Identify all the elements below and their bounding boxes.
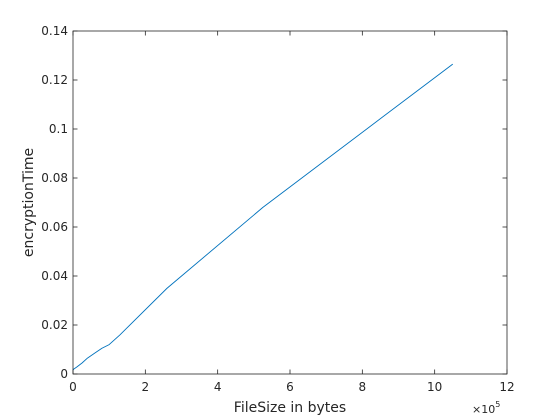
y-tick-label: 0.04 <box>41 269 68 283</box>
x-axis-exponent-base: ×10 <box>472 403 495 416</box>
x-tick-label: 4 <box>214 380 222 394</box>
x-tick-label: 0 <box>69 380 77 394</box>
y-axis-label: encryptionTime <box>21 148 37 257</box>
series-line <box>72 63 454 371</box>
y-tick-label: 0.1 <box>49 122 68 136</box>
plot-frame <box>72 30 508 375</box>
x-axis-exponent: ×105 <box>472 400 500 416</box>
x-axis-exponent-power: 5 <box>495 400 500 409</box>
y-tick-label: 0.02 <box>41 318 68 332</box>
x-tick-label: 8 <box>359 380 367 394</box>
x-axis-label: FileSize in bytes <box>234 400 346 416</box>
x-tick-label: 2 <box>142 380 150 394</box>
y-tick-label: 0.14 <box>41 24 68 38</box>
ticks-layer: 0 2 4 6 8 10 12 0 0.02 0.04 0.06 0.08 0.1 0.12 0.14 <box>41 24 514 394</box>
y-tick-label: 0.12 <box>41 73 68 87</box>
x-tick-label: 6 <box>286 380 294 394</box>
series-layer <box>72 63 454 371</box>
y-tick-label: 0 <box>60 367 68 381</box>
plot-background <box>73 31 507 374</box>
y-tick-label: 0.08 <box>41 171 68 185</box>
x-tick-label: 10 <box>427 380 442 394</box>
y-tick-label: 0.06 <box>41 220 68 234</box>
x-tick-label: 12 <box>499 380 514 394</box>
